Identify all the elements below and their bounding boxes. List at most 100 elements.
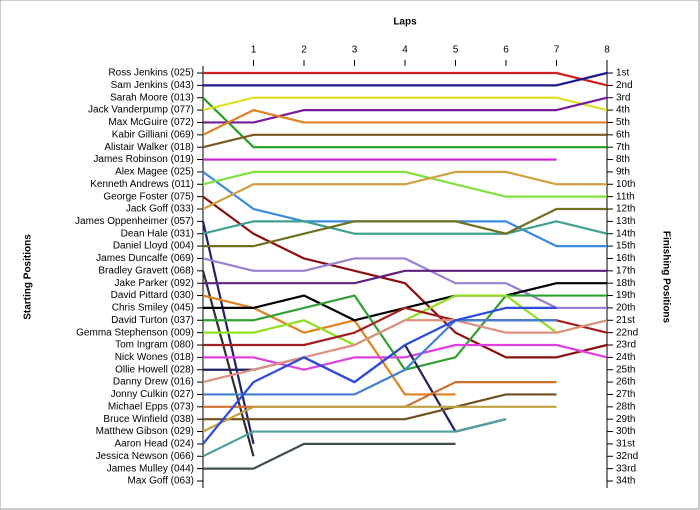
x-tick-label: 7 xyxy=(554,45,560,56)
driver-line xyxy=(202,96,608,112)
x-tick-label: 5 xyxy=(453,45,459,56)
start-label: Michael Epps (073) xyxy=(108,401,194,412)
finish-label: 34th xyxy=(616,476,635,487)
start-label: Bruce Winfield (038) xyxy=(103,414,194,425)
finish-label: 29th xyxy=(616,414,635,425)
start-label: Max McGuire (072) xyxy=(108,117,194,128)
start-label: Jonny Culkin (027) xyxy=(111,389,194,400)
start-label: Daniel Lloyd (004) xyxy=(113,241,194,252)
finish-label: 27th xyxy=(616,389,635,400)
start-label: Jake Parker (092) xyxy=(115,278,194,289)
x-tick-label: 4 xyxy=(402,45,408,56)
start-label: Sarah Moore (013) xyxy=(110,92,194,103)
driver-line xyxy=(202,220,608,235)
driver-line xyxy=(202,108,607,136)
driver-line xyxy=(202,257,607,310)
finish-label: 16th xyxy=(616,253,635,264)
finish-label: 13th xyxy=(616,216,635,227)
finish-label: 23rd xyxy=(616,340,636,351)
finish-label: 6th xyxy=(616,129,630,140)
driver-line xyxy=(203,71,608,87)
start-label: Jack Vanderpump (077) xyxy=(88,105,194,116)
start-label: David Turton (037) xyxy=(111,315,194,326)
driver-line xyxy=(202,170,607,210)
driver-line xyxy=(203,343,608,371)
start-label: Gemma Stephenson (009) xyxy=(76,327,194,338)
finish-label: 18th xyxy=(616,278,635,289)
finish-label: 30th xyxy=(616,426,635,437)
finish-label: 28th xyxy=(616,401,635,412)
x-tick-label: 2 xyxy=(301,45,307,56)
start-label: Tom Ingram (080) xyxy=(115,340,194,351)
finish-label: 3rd xyxy=(616,92,630,103)
finish-label: 26th xyxy=(616,377,635,388)
start-label: Ross Jenkins (025) xyxy=(108,68,194,79)
start-label: Max Goff (063) xyxy=(127,476,194,487)
start-label: Aaron Head (024) xyxy=(115,439,195,450)
finish-label: 17th xyxy=(616,265,635,276)
finish-label: 21st xyxy=(616,315,635,326)
driver-line xyxy=(203,71,608,87)
finish-label: 22nd xyxy=(616,327,638,338)
start-label: George Foster (075) xyxy=(103,191,194,202)
driver-line xyxy=(202,306,557,445)
x-tick-label: 8 xyxy=(604,45,610,56)
start-label: David Pittard (030) xyxy=(111,290,194,301)
start-label: Matthew Gibson (029) xyxy=(96,426,194,437)
driver-line xyxy=(202,96,607,149)
driver-line xyxy=(203,319,557,396)
start-label: Alex Magee (025) xyxy=(115,167,194,178)
start-label: Dean Hale (031) xyxy=(121,228,194,239)
finish-label: 7th xyxy=(616,142,630,153)
start-label: Alistair Walker (018) xyxy=(104,142,194,153)
start-label: Jack Goff (033) xyxy=(126,204,194,215)
finish-label: 5th xyxy=(616,117,630,128)
finish-label: 19th xyxy=(616,290,635,301)
start-label: Bradley Gravett (068) xyxy=(98,265,194,276)
start-label: James Duncalfe (069) xyxy=(96,253,194,264)
x-tick-label: 3 xyxy=(352,45,358,56)
finish-label: 15th xyxy=(616,241,635,252)
driver-line xyxy=(201,270,255,457)
x-tick-label: 6 xyxy=(503,45,509,56)
finish-label: 10th xyxy=(616,179,635,190)
start-label: Sam Jenkins (043) xyxy=(111,80,194,91)
start-label: Nick Wones (018) xyxy=(115,352,194,363)
finish-label: 24th xyxy=(616,352,635,363)
chart-title: Laps xyxy=(393,17,417,28)
start-label: James Robinson (019) xyxy=(93,154,194,165)
driver-line xyxy=(202,294,456,396)
finish-label: 14th xyxy=(616,228,635,239)
finish-label: 11th xyxy=(616,191,635,202)
driver-line xyxy=(202,405,557,433)
finish-label: 32nd xyxy=(616,451,638,462)
finish-label: 2nd xyxy=(616,80,633,91)
start-label: Kenneth Andrews (011) xyxy=(90,179,194,190)
finish-label: 33rd xyxy=(616,463,636,474)
finish-label: 25th xyxy=(616,364,635,375)
finish-label: 20th xyxy=(616,303,635,314)
start-label: Danny Drew (016) xyxy=(113,377,194,388)
driver-line xyxy=(203,442,456,470)
start-label: James Mulley (044) xyxy=(107,463,194,474)
finish-label: 8th xyxy=(616,154,630,165)
driver-line xyxy=(202,170,607,198)
y-axis-title: Starting Positions xyxy=(23,234,34,320)
driver-line xyxy=(203,96,608,124)
driver-line xyxy=(202,319,608,384)
driver-line xyxy=(202,418,507,458)
start-label: Ollie Howell (028) xyxy=(115,364,194,375)
y2-axis-title: Finishing Positions xyxy=(660,231,671,324)
finish-label: 4th xyxy=(616,105,630,116)
start-label: James Oppenheimer (057) xyxy=(75,216,194,227)
finish-label: 31st xyxy=(616,439,635,450)
start-label: Jessica Newson (066) xyxy=(96,451,194,462)
start-label: Kabir Gilliani (069) xyxy=(112,129,194,140)
driver-line xyxy=(203,393,557,421)
driver-line xyxy=(203,207,607,248)
x-tick-label: 1 xyxy=(251,45,257,56)
driver-line xyxy=(203,269,607,285)
start-label: Chris Smiley (045) xyxy=(112,303,194,314)
